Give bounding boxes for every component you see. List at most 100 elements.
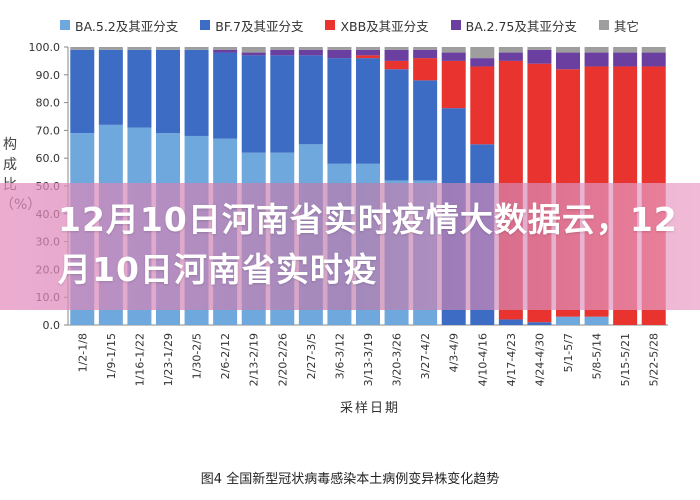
x-tick-label: 3/20-3/26: [391, 333, 404, 386]
x-tick-label: 4/24-4/30: [533, 333, 546, 386]
x-tick-label: 1/23-1/29: [162, 333, 175, 386]
x-tick-label: 5/22-5/28: [648, 333, 661, 386]
bar-segment: [413, 58, 438, 81]
bar-segment: [70, 47, 95, 50]
bar-segment: [127, 49, 152, 128]
bar-segment: [298, 55, 323, 145]
bar-segment: [527, 47, 552, 50]
bar-segment: [527, 322, 552, 325]
y-tick-label: 70.0: [36, 124, 61, 137]
bar-segment: [556, 316, 580, 325]
bar-segment: [470, 47, 495, 59]
x-tick-label: 1/16-1/22: [133, 333, 146, 386]
x-tick-label: 2/13-2/19: [248, 333, 261, 386]
bar-segment: [356, 47, 380, 50]
bar-segment: [641, 47, 666, 53]
bar-segment: [498, 52, 523, 61]
bar-segment: [498, 319, 523, 325]
bar-segment: [327, 58, 352, 164]
bar-segment: [241, 55, 266, 153]
bar-segment: [327, 47, 352, 50]
legend-item-ba275: BA.2.75及其亚分支: [450, 16, 577, 35]
bar-segment: [613, 52, 638, 67]
bar-segment: [470, 58, 495, 67]
x-tick-label: 3/27-4/2: [419, 333, 432, 379]
legend-swatch-ba52: [60, 20, 70, 30]
y-tick-label: 60.0: [36, 152, 61, 165]
legend-label-ba52: BA.5.2及其亚分支: [75, 18, 179, 34]
bar-segment: [498, 47, 523, 53]
bar-segment: [98, 47, 123, 50]
bar-segment: [356, 55, 380, 59]
bar-segment: [413, 47, 438, 50]
bar-segment: [156, 47, 180, 50]
bar-segment: [556, 47, 580, 53]
x-tick-label: 5/1-5/7: [562, 333, 575, 372]
bar-segment: [356, 58, 380, 164]
bar-segment: [213, 52, 238, 139]
y-tick-label: 100.0: [29, 41, 61, 54]
bar-segment: [413, 80, 438, 181]
legend-item-ba52: BA.5.2及其亚分支: [60, 16, 178, 35]
bar-segment: [584, 316, 609, 325]
bar-segment: [184, 47, 209, 50]
bar-segment: [241, 47, 266, 53]
x-tick-label: 2/27-3/5: [305, 333, 318, 379]
bar-segment: [156, 49, 180, 134]
bar-segment: [213, 49, 238, 53]
x-tick-label: 3/13-3/19: [362, 333, 375, 386]
bar-segment: [270, 47, 295, 50]
bar-segment: [384, 69, 409, 181]
bar-segment: [184, 49, 209, 136]
legend: BA.5.2及其亚分支 BF.7及其亚分支 XBB及其亚分支 BA.2.75及其…: [60, 14, 700, 36]
x-tick-label: 2/6-2/12: [219, 333, 232, 379]
bar-segment: [70, 49, 95, 134]
bar-segment: [270, 55, 295, 153]
y-tick-label: 80.0: [36, 97, 61, 110]
promo-overlay-banner: [0, 183, 700, 310]
bar-segment: [241, 52, 266, 56]
x-tick-label: 4/17-4/23: [505, 333, 518, 386]
bar-segment: [384, 49, 409, 61]
figure-caption: 图4 全国新型冠状病毒感染本土病例变异株变化趋势: [200, 472, 500, 487]
legend-item-other: 其它: [598, 16, 639, 35]
x-axis-label: 采样日期: [339, 401, 400, 416]
bar-segment: [470, 66, 495, 145]
bar-segment: [441, 47, 466, 53]
bar-segment: [298, 47, 323, 50]
bar-segment: [641, 52, 666, 67]
x-tick-label: 5/8-5/14: [591, 333, 604, 379]
y-tick-label: 0.0: [43, 319, 61, 332]
bar-segment: [584, 47, 609, 53]
bar-segment: [327, 49, 352, 59]
legend-label-xbb: XBB及其亚分支: [340, 18, 429, 34]
legend-item-xbb: XBB及其亚分支: [325, 16, 429, 35]
legend-swatch-xbb: [325, 20, 336, 30]
bar-segment: [441, 52, 466, 61]
y-tick-label: 90.0: [36, 69, 61, 82]
legend-label-ba275: BA.2.75及其亚分支: [465, 18, 577, 34]
overlay-title: 12月10日河南省实时疫情大数据云，12月10日河南省实时疫: [58, 200, 678, 289]
bar-segment: [270, 49, 295, 56]
bar-segment: [556, 52, 580, 70]
x-tick-label: 1/2-1/8: [76, 333, 89, 372]
x-tick-label: 3/6-3/12: [333, 333, 346, 379]
legend-label-bf7: BF.7及其亚分支: [215, 18, 304, 34]
bar-segment: [98, 49, 123, 125]
bar-segment: [127, 47, 152, 50]
bar-segment: [384, 47, 409, 50]
legend-swatch-ba275: [450, 20, 461, 30]
x-tick-label: 4/10-4/16: [476, 333, 489, 386]
bar-segment: [356, 49, 380, 56]
x-tick-label: 2/20-2/26: [276, 333, 289, 386]
bar-segment: [584, 52, 609, 67]
bar-segment: [413, 49, 438, 59]
x-tick-label: 4/3-4/9: [448, 333, 461, 372]
bar-segment: [613, 47, 638, 53]
bar-segment: [527, 49, 552, 64]
bar-segment: [384, 60, 409, 70]
bar-segment: [213, 47, 238, 50]
x-tick-label: 1/9-1/15: [105, 333, 118, 379]
legend-swatch-other: [598, 20, 609, 30]
legend-item-bf7: BF.7及其亚分支: [200, 16, 303, 35]
